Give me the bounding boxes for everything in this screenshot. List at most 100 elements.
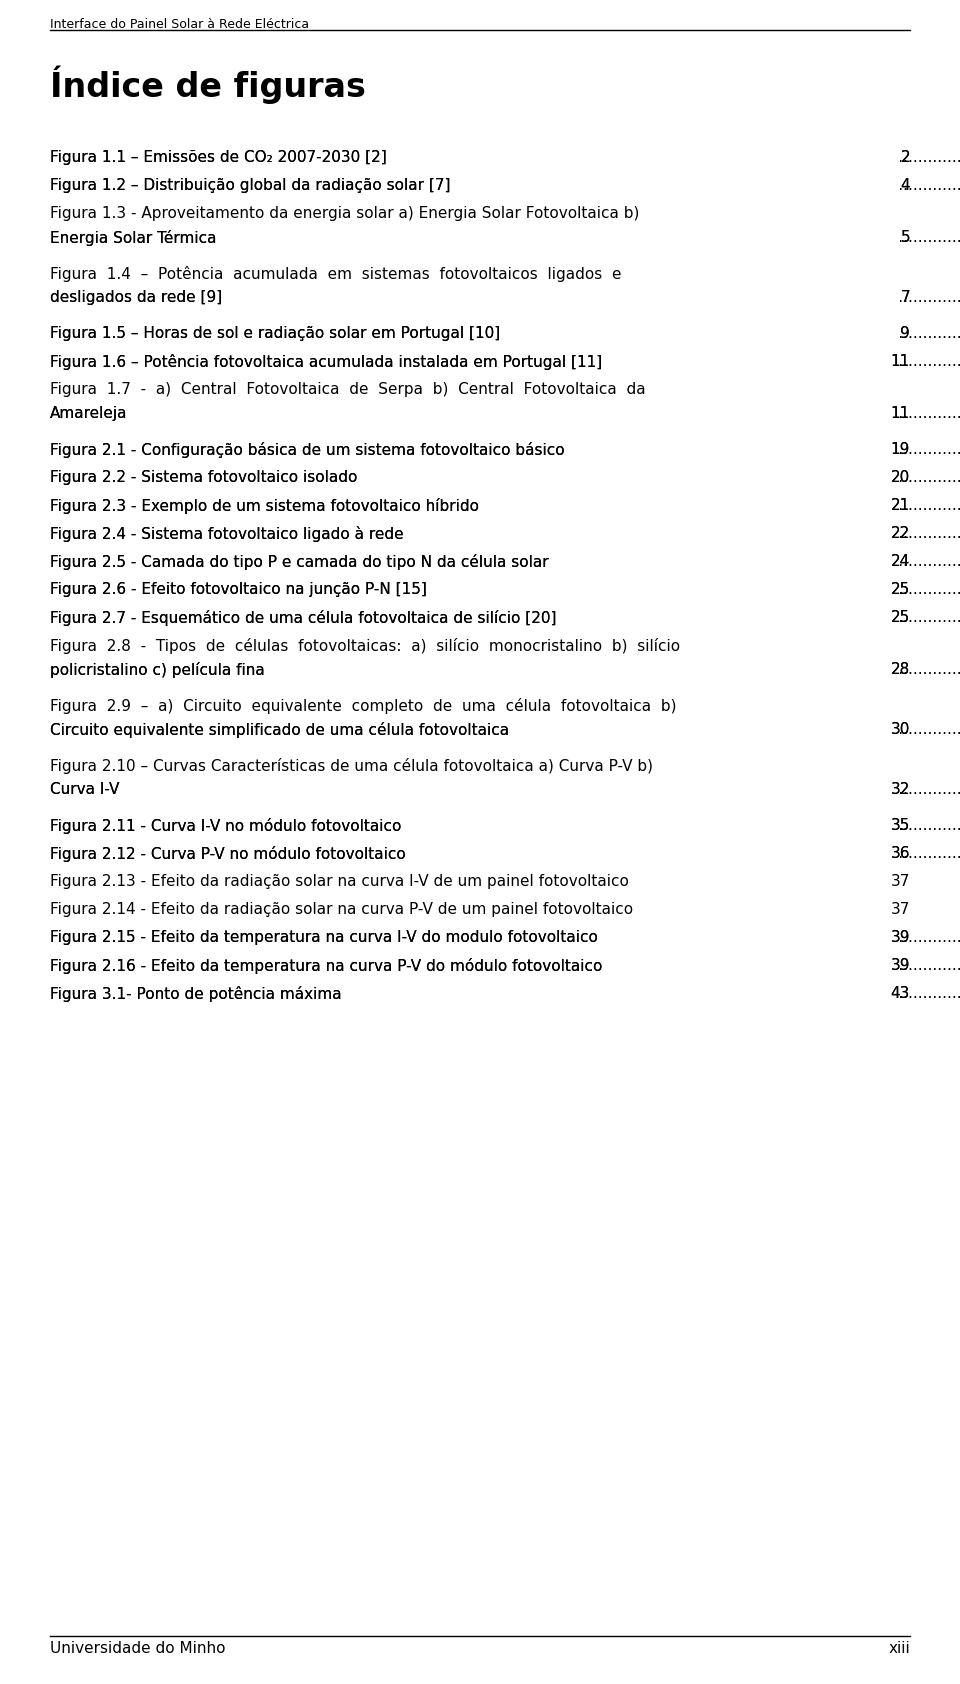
Text: Figura 2.7 - Esquemático de uma célula fotovoltaica de silício [20]: Figura 2.7 - Esquemático de uma célula f…: [50, 610, 557, 626]
FancyBboxPatch shape: [49, 152, 900, 168]
Text: Figura 2.7 - Esquemático de uma célula fotovoltaica de silício [20]: Figura 2.7 - Esquemático de uma célula f…: [50, 610, 557, 626]
FancyBboxPatch shape: [49, 960, 900, 977]
Text: 20: 20: [891, 470, 910, 485]
Text: Amareleja: Amareleja: [50, 406, 128, 421]
Text: ................................................................................: ........................................…: [50, 290, 960, 305]
Text: ................................................................................: ........................................…: [50, 554, 960, 569]
Text: Energia Solar Térmica: Energia Solar Térmica: [50, 231, 217, 246]
Text: Curva I-V: Curva I-V: [50, 781, 119, 797]
Text: 25: 25: [891, 610, 910, 625]
Text: 43: 43: [891, 987, 910, 1000]
Text: ................................................................................: ........................................…: [50, 845, 960, 861]
Text: 24: 24: [891, 554, 910, 569]
Text: Figura 1.1 – Emissões de CO₂ 2007-2030 [2]: Figura 1.1 – Emissões de CO₂ 2007-2030 […: [50, 150, 387, 165]
Text: 22: 22: [891, 525, 910, 541]
Text: 32: 32: [891, 781, 910, 797]
Text: ................................................................................: ........................................…: [50, 722, 960, 738]
Text: Figura 2.3 - Exemplo de um sistema fotovoltaico híbrido: Figura 2.3 - Exemplo de um sistema fotov…: [50, 498, 479, 514]
Text: 39: 39: [891, 930, 910, 945]
FancyBboxPatch shape: [49, 291, 900, 308]
FancyBboxPatch shape: [49, 443, 900, 460]
Text: Curva I-V: Curva I-V: [50, 781, 119, 797]
Text: 35: 35: [891, 818, 910, 834]
Text: Figura 2.2 - Sistema fotovoltaico isolado: Figura 2.2 - Sistema fotovoltaico isolad…: [50, 470, 357, 485]
Text: desligados da rede [9]: desligados da rede [9]: [50, 290, 223, 305]
Text: Figura 2.14 - Efeito da radiação solar na curva P-V de um painel fotovoltaico: Figura 2.14 - Efeito da radiação solar n…: [50, 903, 634, 918]
Text: 43: 43: [891, 987, 910, 1000]
Text: Figura 2.2 - Sistema fotovoltaico isolado: Figura 2.2 - Sistema fotovoltaico isolad…: [50, 470, 357, 485]
Text: Figura  2.8  -  Tipos  de  células  fotovoltaicas:  a)  silício  monocristalino : Figura 2.8 - Tipos de células fotovoltai…: [50, 638, 680, 653]
Text: ................................................................................: ........................................…: [50, 470, 960, 485]
FancyBboxPatch shape: [49, 556, 900, 573]
Text: Circuito equivalente simplificado de uma célula fotovoltaica: Circuito equivalente simplificado de uma…: [50, 722, 509, 738]
Text: Interface do Painel Solar à Rede Eléctrica: Interface do Painel Solar à Rede Eléctri…: [50, 19, 309, 30]
Text: Amareleja: Amareleja: [50, 406, 128, 421]
Text: ................................................................................: ........................................…: [50, 354, 960, 369]
Text: Figura 2.1 - Configuração básica de um sistema fotovoltaico básico: Figura 2.1 - Configuração básica de um s…: [50, 441, 564, 458]
Text: 25: 25: [891, 583, 910, 598]
Text: ................................................................................: ........................................…: [50, 583, 960, 598]
Text: Figura 1.5 – Horas de sol e radiação solar em Portugal [10]: Figura 1.5 – Horas de sol e radiação sol…: [50, 327, 500, 340]
Text: 30: 30: [891, 722, 910, 738]
Text: Universidade do Minho: Universidade do Minho: [50, 1640, 226, 1655]
Text: 4: 4: [900, 179, 910, 194]
Text: Figura 2.11 - Curva I-V no módulo fotovoltaico: Figura 2.11 - Curva I-V no módulo fotovo…: [50, 818, 401, 834]
Text: 35: 35: [891, 818, 910, 834]
Text: Figura 2.12 - Curva P-V no módulo fotovoltaico: Figura 2.12 - Curva P-V no módulo fotovo…: [50, 845, 406, 862]
Text: Figura 1.6 – Potência fotovoltaica acumulada instalada em Portugal [11]: Figura 1.6 – Potência fotovoltaica acumu…: [50, 354, 602, 370]
Text: Figura 2.16 - Efeito da temperatura na curva P-V do módulo fotovoltaico: Figura 2.16 - Efeito da temperatura na c…: [50, 958, 602, 973]
Text: 28: 28: [891, 662, 910, 677]
Text: Figura 2.4 - Sistema fotovoltaico ligado à rede: Figura 2.4 - Sistema fotovoltaico ligado…: [50, 525, 403, 542]
Text: 2: 2: [900, 150, 910, 165]
Text: 11: 11: [891, 406, 910, 421]
FancyBboxPatch shape: [49, 527, 900, 544]
FancyBboxPatch shape: [49, 722, 900, 741]
Text: 11: 11: [891, 354, 910, 369]
Text: Figura 2.6 - Efeito fotovoltaico na junção P-N [15]: Figura 2.6 - Efeito fotovoltaico na junç…: [50, 583, 427, 598]
Text: Índice de figuras: Índice de figuras: [50, 66, 366, 103]
Text: Figura 2.1 - Configuração básica de um sistema fotovoltaico básico: Figura 2.1 - Configuração básica de um s…: [50, 441, 564, 458]
Text: ................................................................................: ........................................…: [50, 150, 960, 165]
Text: ................................................................................: ........................................…: [50, 610, 960, 625]
Text: 2: 2: [900, 150, 910, 165]
Text: ................................................................................: ........................................…: [50, 781, 960, 797]
Text: 25: 25: [891, 583, 910, 598]
Text: 7: 7: [900, 290, 910, 305]
Text: 37: 37: [891, 874, 910, 889]
Text: 19: 19: [891, 441, 910, 456]
FancyBboxPatch shape: [49, 355, 900, 372]
FancyBboxPatch shape: [49, 931, 900, 948]
Text: Figura 1.6 – Potência fotovoltaica acumulada instalada em Portugal [11]: Figura 1.6 – Potência fotovoltaica acumu…: [50, 354, 602, 370]
FancyBboxPatch shape: [49, 231, 900, 248]
Text: ................................................................................: ........................................…: [50, 231, 960, 244]
Text: 37: 37: [891, 903, 910, 918]
FancyBboxPatch shape: [49, 408, 900, 424]
FancyBboxPatch shape: [49, 611, 900, 628]
FancyBboxPatch shape: [49, 663, 900, 680]
Text: policristalino c) película fina: policristalino c) película fina: [50, 662, 265, 679]
Text: Figura 3.1- Ponto de potência máxima: Figura 3.1- Ponto de potência máxima: [50, 987, 342, 1002]
Text: Figura 2.11 - Curva I-V no módulo fotovoltaico: Figura 2.11 - Curva I-V no módulo fotovo…: [50, 818, 401, 834]
Text: 21: 21: [891, 498, 910, 514]
Text: ................................................................................: ........................................…: [50, 441, 960, 456]
Text: ................................................................................: ........................................…: [50, 525, 960, 541]
Text: 9: 9: [900, 327, 910, 340]
Text: 25: 25: [891, 610, 910, 625]
Text: ................................................................................: ........................................…: [50, 327, 960, 340]
Text: ................................................................................: ........................................…: [50, 958, 960, 973]
Text: 24: 24: [891, 554, 910, 569]
Text: Figura 1.5 – Horas de sol e radiação solar em Portugal [10]: Figura 1.5 – Horas de sol e radiação sol…: [50, 327, 500, 340]
Text: 22: 22: [891, 525, 910, 541]
Text: ................................................................................: ........................................…: [50, 987, 960, 1000]
Text: Figura 1.2 – Distribuição global da radiação solar [7]: Figura 1.2 – Distribuição global da radi…: [50, 179, 450, 194]
FancyBboxPatch shape: [49, 818, 900, 837]
Text: Circuito equivalente simplificado de uma célula fotovoltaica: Circuito equivalente simplificado de uma…: [50, 722, 509, 738]
Text: 21: 21: [891, 498, 910, 514]
FancyBboxPatch shape: [49, 847, 900, 864]
Text: desligados da rede [9]: desligados da rede [9]: [50, 290, 223, 305]
Text: 19: 19: [891, 441, 910, 456]
Text: 39: 39: [891, 930, 910, 945]
Text: 5: 5: [900, 231, 910, 244]
Text: Figura 1.2 – Distribuição global da radiação solar [7]: Figura 1.2 – Distribuição global da radi…: [50, 179, 450, 194]
Text: Figura 2.15 - Efeito da temperatura na curva I-V do modulo fotovoltaico: Figura 2.15 - Efeito da temperatura na c…: [50, 930, 598, 945]
